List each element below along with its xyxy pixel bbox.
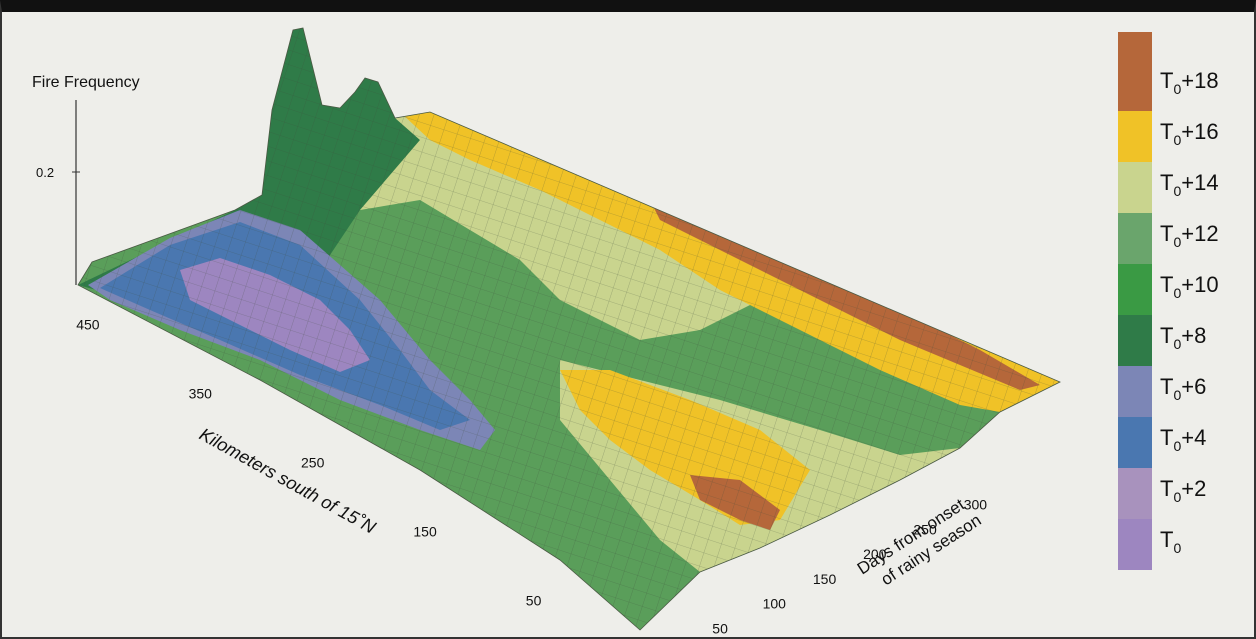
z-tick-label: 0.2 xyxy=(36,165,54,180)
legend-label: T0+10 xyxy=(1160,272,1219,301)
legend-label: T0+12 xyxy=(1160,221,1219,250)
legend-label: T0+8 xyxy=(1160,323,1206,352)
days-tick-label-50: 50 xyxy=(712,620,728,636)
km-tick-label-250: 250 xyxy=(301,455,325,471)
days-tick-label-250: 250 xyxy=(913,521,937,537)
legend-label: T0+18 xyxy=(1160,68,1219,97)
days-tick-label-200: 200 xyxy=(863,546,887,562)
legend-swatch-top xyxy=(1118,32,1152,60)
legend-label: T0+4 xyxy=(1160,425,1206,454)
legend-swatch xyxy=(1118,60,1152,111)
legend-swatch xyxy=(1118,315,1152,366)
legend-swatch xyxy=(1118,468,1152,519)
legend-swatch xyxy=(1118,519,1152,570)
km-tick-label-350: 350 xyxy=(189,386,213,402)
legend-label: T0+16 xyxy=(1160,119,1219,148)
km-tick-label-450: 450 xyxy=(76,317,100,333)
km-tick-label-50: 50 xyxy=(526,593,542,609)
legend-swatch xyxy=(1118,162,1152,213)
legend-swatch xyxy=(1118,417,1152,468)
legend-label: T0+2 xyxy=(1160,476,1206,505)
km-tick-label-150: 150 xyxy=(413,524,437,540)
legend-label: T0+6 xyxy=(1160,374,1206,403)
legend-label: T0+14 xyxy=(1160,170,1219,199)
legend-label: T0 xyxy=(1160,527,1181,556)
legend-swatch xyxy=(1118,264,1152,315)
days-tick-label-300: 300 xyxy=(964,497,988,513)
days-tick-label-100: 100 xyxy=(763,596,787,612)
legend-swatch xyxy=(1118,366,1152,417)
time-legend: T0+18 T0+16 T0+14 T0+12 T0+10 T0+8 T0+6 T0+4 T0+… xyxy=(1118,32,1219,570)
days-tick-label-150: 150 xyxy=(813,571,837,587)
surface-outline xyxy=(77,27,1061,631)
legend-swatch xyxy=(1118,111,1152,162)
z-axis-label: Fire Frequency xyxy=(32,74,140,91)
km-axis-label: Kilometers south of 15˚N xyxy=(196,424,380,538)
legend-swatch xyxy=(1118,213,1152,264)
